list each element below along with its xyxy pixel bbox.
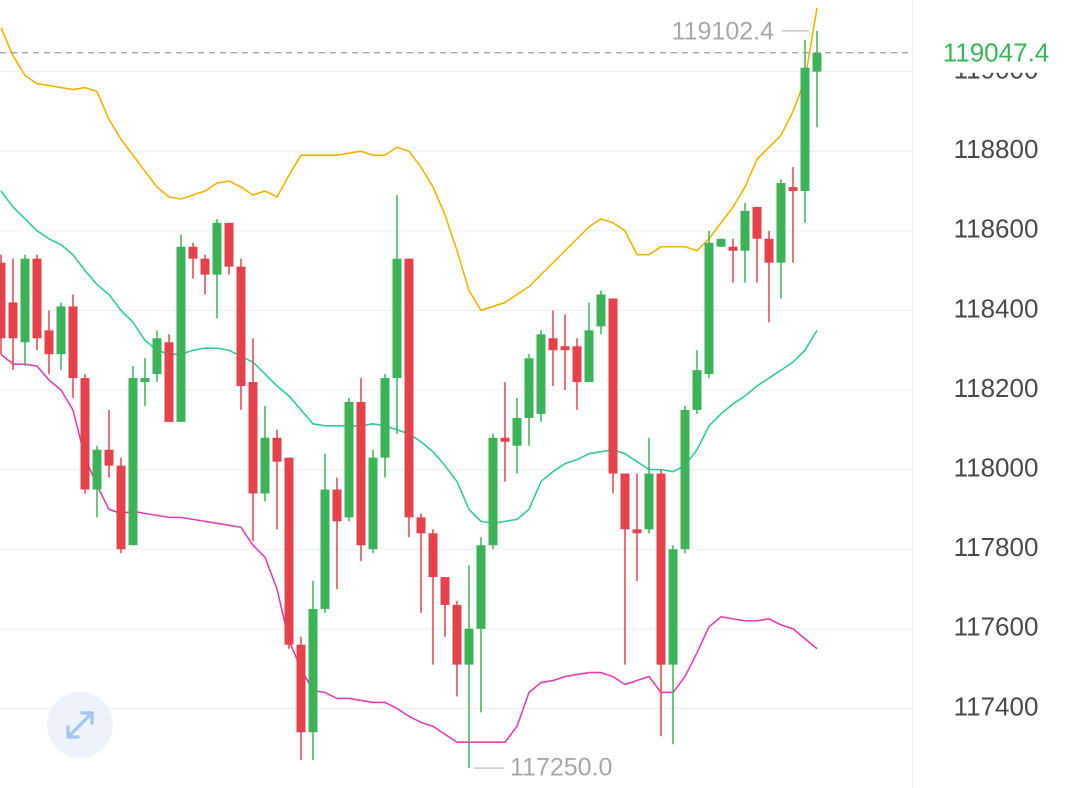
candle-body (272, 437, 282, 462)
candle-body (224, 222, 234, 267)
candle-body (452, 604, 462, 665)
candle-body (20, 258, 30, 343)
min-label: 117250.0 (510, 754, 612, 782)
last-price-box (916, 32, 1066, 73)
candle-body (620, 473, 630, 530)
candle-body (632, 529, 642, 534)
candle-body (32, 258, 42, 339)
y-tick-label: 117800 (954, 532, 1039, 562)
candle-body (572, 346, 582, 383)
candle-body (380, 378, 390, 458)
candle-body (176, 246, 186, 422)
candle-body (716, 238, 726, 247)
candle-body (44, 330, 54, 355)
max-label: 119102.4 (672, 17, 775, 45)
candle-body (392, 258, 402, 379)
candle-body (584, 330, 594, 383)
candle-body (644, 473, 654, 530)
last-price-label: 119047.4 (943, 38, 1050, 68)
candle-body (164, 342, 174, 422)
y-tick-label: 117600 (954, 612, 1039, 642)
candle-body (668, 549, 678, 665)
candle-body (0, 262, 6, 339)
candle-body (500, 437, 510, 442)
candle-body (284, 457, 294, 645)
candle-body (812, 52, 822, 72)
candle-body (596, 294, 606, 327)
candle-body (464, 628, 474, 665)
y-tick-label: 118600 (954, 214, 1039, 244)
candle-body (440, 577, 450, 605)
band-line (0, 7, 818, 312)
y-tick-label: 118800 (954, 134, 1039, 164)
candle-body (488, 437, 498, 546)
candle-body (692, 370, 702, 410)
candle-body (200, 258, 210, 275)
y-axis: 117400 117600 117800 118000 118200 118400 1186… (954, 55, 1039, 722)
candle-body (56, 306, 66, 355)
candle-body (296, 644, 306, 733)
candle-body (800, 67, 810, 192)
plot-area (0, 7, 822, 769)
candle-body (8, 302, 18, 339)
grid (0, 71, 912, 709)
candle-body (704, 242, 714, 375)
candle-body (92, 449, 102, 490)
candle-body (128, 378, 138, 546)
candle-body (728, 246, 738, 251)
candle-body (152, 338, 162, 375)
candle-body (356, 401, 366, 546)
candle-body (524, 358, 534, 418)
candle-body (104, 449, 114, 466)
y-tick-label: 118000 (954, 452, 1039, 482)
candle-body (116, 465, 126, 550)
candle-body (608, 298, 618, 474)
candle-body (140, 378, 150, 383)
candle-body (248, 382, 258, 494)
candle-body (740, 210, 750, 251)
y-tick-label: 117400 (954, 691, 1039, 721)
candle-body (764, 238, 774, 263)
candle-body (788, 187, 798, 192)
candle-body (344, 401, 354, 518)
candle-body (212, 222, 222, 275)
candle-body (536, 334, 546, 414)
expand-button[interactable] (47, 692, 113, 758)
candle-body (560, 346, 570, 351)
candle-body (320, 489, 330, 609)
candle-body (752, 206, 762, 239)
candle-body (308, 608, 318, 733)
candle-body (80, 378, 90, 490)
candle-body (416, 517, 426, 534)
candle-body (188, 246, 198, 259)
candle-body (548, 338, 558, 351)
candle-body (260, 437, 270, 494)
y-tick-label: 118400 (954, 293, 1039, 323)
candle-body (404, 258, 414, 518)
candle-body (368, 457, 378, 550)
candle-body (680, 409, 690, 550)
candle-body (512, 417, 522, 446)
y-tick-label: 118200 (954, 373, 1039, 403)
candle-body (776, 183, 786, 263)
candle-body (656, 473, 666, 665)
candle-body (476, 545, 486, 629)
candle-body (236, 266, 246, 387)
candle-body (332, 489, 342, 522)
candle-body (68, 306, 78, 379)
candle-body (428, 533, 438, 578)
